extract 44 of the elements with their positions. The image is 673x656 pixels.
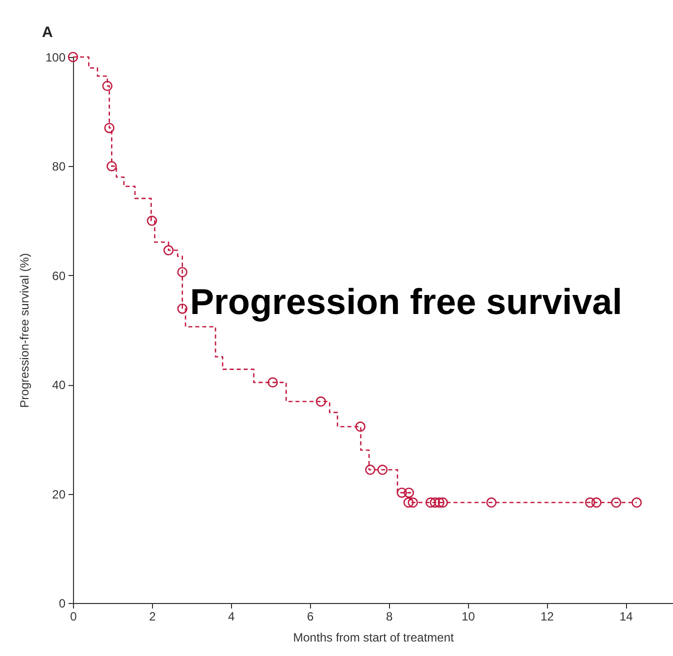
y-axis-title: Progression-free survival (%)	[17, 253, 32, 408]
point	[486, 497, 497, 508]
y-tick-label: 40	[52, 378, 66, 392]
point	[396, 488, 407, 498]
y-tick-label: 100	[45, 50, 66, 64]
point	[426, 497, 436, 508]
point	[268, 377, 278, 388]
point	[403, 497, 414, 508]
x-tick-label: 4	[228, 610, 236, 624]
y-tick-label: 80	[52, 160, 66, 174]
y-tick-label: 20	[52, 487, 66, 502]
x-tick-label: 6	[307, 610, 314, 624]
point	[316, 396, 326, 407]
x-tick-label: 12	[540, 610, 554, 624]
x-tick-label: 14	[619, 610, 634, 624]
point	[611, 497, 622, 508]
x-axis-title: Months from start of treatment	[293, 630, 455, 644]
point	[365, 464, 376, 475]
point	[177, 304, 188, 314]
y-tick-label: 60	[52, 268, 66, 283]
point	[438, 497, 448, 508]
text: Progression free survival	[190, 281, 622, 322]
point	[106, 161, 117, 172]
point	[104, 122, 114, 134]
point	[591, 497, 602, 508]
point	[404, 488, 414, 498]
point	[434, 497, 444, 508]
point	[177, 267, 188, 278]
point	[102, 80, 112, 92]
x-tick-label: 2	[149, 610, 156, 624]
point	[377, 464, 388, 475]
point	[163, 245, 174, 256]
point	[146, 216, 158, 226]
point	[430, 497, 440, 508]
y-tick-label: 0	[58, 596, 66, 610]
point	[68, 52, 78, 62]
point	[355, 422, 366, 432]
text: A	[42, 24, 53, 41]
x-tick-label: 10	[462, 610, 476, 624]
point	[632, 497, 642, 508]
point	[408, 497, 418, 508]
point	[584, 497, 596, 508]
x-tick-label: 0	[70, 610, 78, 624]
x-tick-label: 8	[386, 610, 393, 624]
